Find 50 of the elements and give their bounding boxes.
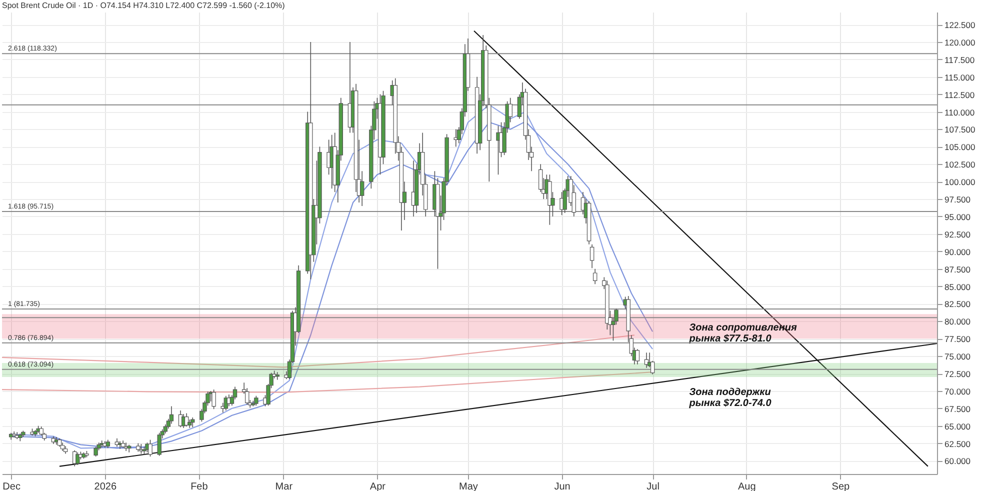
y-tick-label: 115.000 — [944, 72, 975, 82]
candlestick — [169, 406, 174, 424]
candlestick — [94, 446, 98, 457]
candlestick — [139, 444, 144, 454]
y-tick-label: 107.500 — [944, 124, 976, 135]
x-tick-label: Mar — [275, 482, 294, 491]
y-tick-label: 67.500 — [944, 404, 971, 414]
y-tick-label: 80.000 — [944, 316, 971, 327]
candlestick — [548, 174, 552, 226]
line-series — [2, 372, 654, 393]
y-tick-label: 82.500 — [944, 299, 971, 310]
candlestick — [254, 395, 258, 406]
candlestick — [644, 352, 649, 368]
x-tick-label: Dec — [2, 482, 20, 491]
x-tick-label: Jul — [646, 482, 660, 491]
candlestick — [360, 170, 364, 206]
y-tick-label: 122.500 — [944, 20, 976, 30]
x-tick-label: Feb — [190, 482, 208, 491]
y-tick-label: 72.500 — [944, 369, 971, 380]
chart-title: Spot Brent Crude Oil · 1D · O74.154 H74.310 L72.400 C72.599 -1.560 (-2.10%) — [2, 1, 286, 10]
y-tick-label: 65.000 — [944, 421, 971, 432]
y-tick-label: 77.500 — [944, 334, 971, 344]
y-tick-label: 87.500 — [944, 264, 971, 274]
y-tick-label: 70.000 — [944, 386, 971, 396]
y-tick-label: 85.000 — [944, 282, 971, 292]
y-tick-label: 92.500 — [944, 229, 971, 240]
y-tick-label: 95.000 — [944, 212, 971, 222]
y-tick-label: 102.500 — [944, 160, 976, 170]
y-tick-label: 90.000 — [944, 246, 971, 257]
y-tick-label: 60.000 — [944, 456, 971, 466]
candlestick — [275, 372, 280, 380]
candlestick — [590, 244, 594, 269]
candlestick — [190, 417, 195, 428]
band-label: Зона поддержки рынка $72.0-74.0 — [688, 386, 772, 409]
x-tick-label: 2026 — [94, 482, 117, 491]
candlestick — [76, 452, 80, 466]
y-tick-label: 75.000 — [944, 352, 971, 362]
y-tick-label: 110.000 — [944, 107, 975, 118]
y-tick-label: 105.000 — [944, 142, 976, 152]
y-tick-label: 62.500 — [944, 438, 971, 449]
y-tick-label: 117.500 — [944, 54, 975, 65]
y-tick-label: 112.500 — [944, 90, 975, 100]
y-tick-label: 120.000 — [944, 38, 976, 48]
candlestick — [635, 348, 640, 365]
line-series — [2, 334, 635, 368]
y-tick-label: 100.000 — [944, 177, 976, 188]
candlestick — [592, 268, 598, 285]
y-tick-label: 97.500 — [944, 194, 971, 205]
x-tick-label: Jun — [554, 482, 570, 491]
candlestick — [157, 432, 162, 456]
